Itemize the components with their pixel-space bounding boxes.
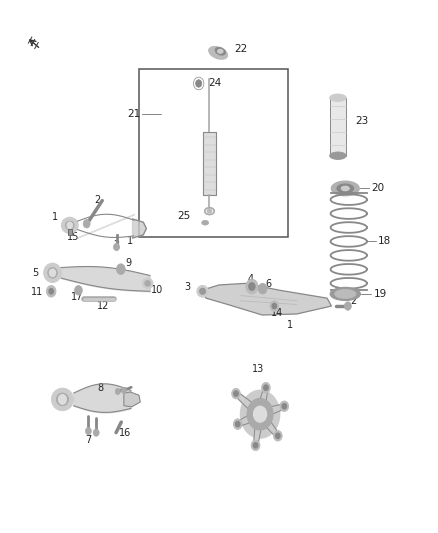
Text: 19: 19 (373, 289, 387, 299)
Text: 16: 16 (119, 427, 131, 438)
Polygon shape (133, 219, 146, 238)
Text: 17: 17 (71, 292, 84, 302)
Circle shape (93, 429, 99, 437)
Text: 10: 10 (151, 285, 163, 295)
Ellipse shape (215, 47, 226, 55)
Text: 2: 2 (350, 296, 356, 306)
Circle shape (240, 391, 279, 438)
Circle shape (258, 284, 267, 294)
Circle shape (344, 302, 351, 310)
Circle shape (234, 391, 238, 396)
Circle shape (49, 269, 56, 277)
Polygon shape (237, 414, 253, 426)
Ellipse shape (208, 46, 228, 59)
Circle shape (83, 220, 90, 228)
Text: 21: 21 (127, 109, 140, 118)
Text: 6: 6 (265, 279, 272, 289)
Text: 23: 23 (355, 116, 368, 126)
Circle shape (233, 419, 242, 430)
Circle shape (272, 303, 276, 309)
Text: 15: 15 (67, 232, 79, 243)
Text: 13: 13 (252, 365, 264, 374)
Circle shape (254, 406, 267, 422)
Ellipse shape (341, 187, 349, 191)
Ellipse shape (330, 287, 360, 301)
Circle shape (261, 382, 270, 393)
Circle shape (113, 243, 120, 251)
Text: 3: 3 (185, 281, 191, 292)
Circle shape (85, 427, 92, 435)
Text: 8: 8 (97, 383, 103, 393)
Circle shape (273, 431, 282, 441)
Ellipse shape (52, 389, 73, 410)
Text: 18: 18 (378, 237, 391, 246)
Ellipse shape (62, 217, 78, 233)
Circle shape (232, 389, 240, 399)
Circle shape (49, 289, 53, 294)
Text: 20: 20 (371, 183, 385, 193)
Ellipse shape (207, 209, 212, 213)
Circle shape (246, 279, 258, 294)
Circle shape (59, 394, 66, 404)
Ellipse shape (330, 94, 346, 101)
Polygon shape (235, 392, 255, 411)
Bar (139, 69, 288, 238)
Ellipse shape (200, 288, 205, 294)
Text: 7: 7 (85, 434, 91, 445)
Ellipse shape (48, 268, 57, 278)
Circle shape (74, 286, 82, 295)
Circle shape (196, 80, 202, 87)
Polygon shape (202, 284, 332, 315)
Circle shape (121, 387, 127, 393)
Ellipse shape (145, 281, 150, 286)
Polygon shape (124, 392, 140, 407)
Bar (202, 132, 216, 195)
Circle shape (264, 385, 268, 390)
Circle shape (280, 401, 289, 411)
Circle shape (115, 389, 120, 394)
Ellipse shape (331, 181, 359, 196)
Circle shape (251, 440, 260, 450)
Text: 24: 24 (208, 78, 222, 88)
Circle shape (276, 433, 280, 439)
Text: 1: 1 (287, 319, 293, 329)
Ellipse shape (57, 393, 68, 406)
Ellipse shape (337, 184, 353, 192)
Text: 5: 5 (32, 268, 38, 278)
Text: 1: 1 (52, 212, 58, 222)
Text: 25: 25 (177, 212, 190, 221)
Ellipse shape (218, 50, 223, 53)
Circle shape (247, 398, 273, 430)
Bar (67, 229, 72, 235)
Ellipse shape (142, 278, 153, 289)
Text: 4: 4 (247, 274, 254, 284)
Polygon shape (268, 404, 285, 416)
Circle shape (117, 264, 125, 274)
Text: 12: 12 (97, 301, 110, 311)
Bar (330, 98, 346, 156)
Circle shape (67, 222, 72, 229)
Circle shape (249, 283, 255, 290)
Polygon shape (264, 418, 279, 438)
Circle shape (46, 286, 56, 297)
Circle shape (254, 443, 258, 448)
Text: 2: 2 (95, 195, 101, 205)
Ellipse shape (202, 220, 208, 225)
Polygon shape (259, 387, 268, 405)
Ellipse shape (335, 290, 356, 298)
Text: 22: 22 (235, 44, 248, 54)
Circle shape (236, 422, 240, 427)
Ellipse shape (197, 286, 208, 297)
Text: 11: 11 (31, 287, 43, 297)
Text: 2: 2 (113, 240, 120, 251)
Ellipse shape (44, 263, 61, 282)
Text: 9: 9 (125, 258, 131, 268)
Text: 1: 1 (127, 236, 133, 246)
Text: 14: 14 (271, 308, 283, 318)
Ellipse shape (66, 221, 74, 230)
Circle shape (270, 301, 279, 311)
Polygon shape (254, 424, 262, 446)
Circle shape (282, 403, 286, 409)
Ellipse shape (330, 152, 346, 159)
